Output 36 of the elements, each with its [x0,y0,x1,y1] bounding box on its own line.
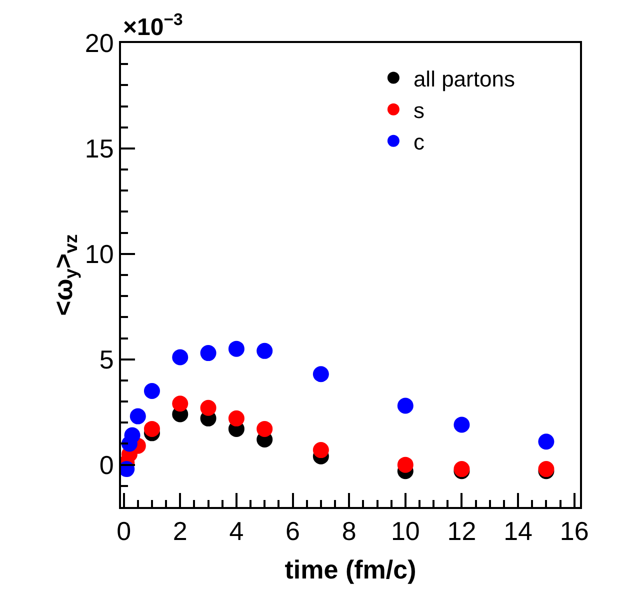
point [130,408,146,424]
point [256,342,273,359]
y-tick-label: 20 [84,28,114,58]
point [538,434,554,450]
point [256,420,273,437]
point [144,383,160,399]
y-tick-label: 0 [99,450,114,480]
point [172,349,188,366]
x-tick-label: 16 [560,516,589,546]
point [144,420,160,437]
x-tick-label: 2 [172,516,188,546]
point [454,416,470,433]
point [228,410,244,426]
point [124,427,140,444]
point [312,442,329,458]
x-tick-label: 6 [286,516,300,546]
x-tick-label: 14 [504,516,533,546]
point [172,396,188,412]
legend-label: s [413,98,424,123]
x-axis-title: time (fm/c) [284,554,416,584]
y-tick-label: 10 [84,239,114,270]
legend-label: all partons [413,66,515,92]
legend-label: c [413,130,424,154]
text: ×10$^{−3}$ [123,10,183,42]
x-tick-label: 4 [229,516,244,546]
y-tick-label: 15 [84,134,114,164]
point [397,398,414,414]
point [312,366,329,382]
point [228,340,244,357]
y-tick-label: 5 [99,344,114,374]
x-tick-label: 8 [342,516,356,546]
point [200,400,216,416]
point [397,456,414,473]
x-tick-label: 12 [447,516,476,546]
x-tick-label: 10 [390,516,420,546]
point [200,345,216,362]
